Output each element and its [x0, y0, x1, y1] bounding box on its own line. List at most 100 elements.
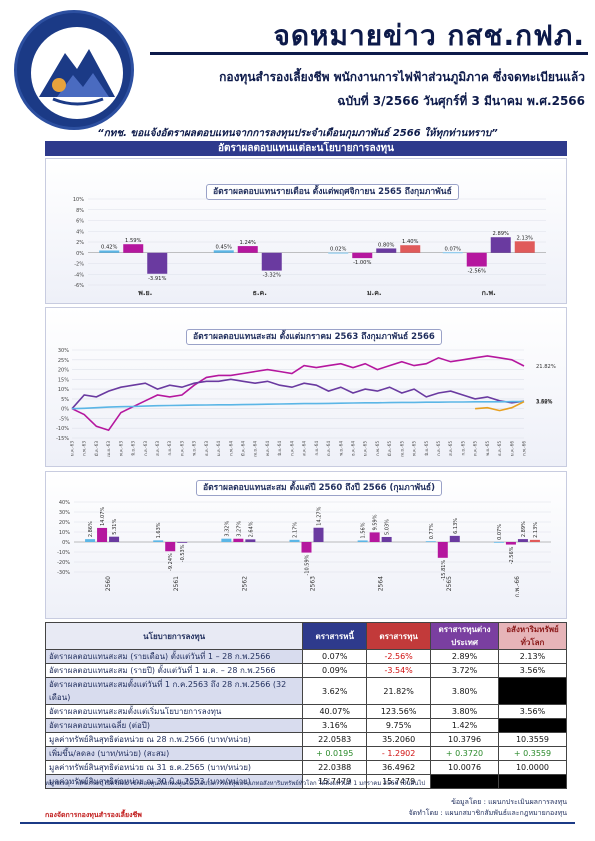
series-line [71, 378, 525, 410]
data-label: 3.32% [224, 521, 230, 537]
bar [369, 532, 380, 542]
header-equity: ตราสารทุน [366, 622, 432, 650]
bar [221, 538, 232, 542]
table-row: อัตราผลตอบแทนสะสมตั้งแต่วันที่ 1 ก.ค.256… [44, 677, 568, 705]
empty-cell [497, 774, 568, 789]
y-tick-label: -10% [57, 550, 70, 556]
x-tick-label: ม.ค.-63 [70, 441, 75, 456]
category-label: ธ.ค. [253, 289, 267, 297]
x-tick-label: ธ.ค.-65 [497, 441, 502, 456]
cell: 0.09% [302, 663, 368, 678]
table-row: อัตราผลตอบแทนเฉลี่ย (ต่อปี) 3.16% 9.75% … [44, 718, 568, 733]
x-tick-label: มี.ค.-65 [387, 441, 392, 457]
series-line [71, 400, 524, 410]
y-tick-label: 20% [59, 520, 70, 526]
bar [425, 541, 436, 543]
x-tick-label: มิ.ย.-65 [424, 441, 429, 456]
row-label: มูลค่าทรัพย์สินสุทธิต่อหน่วย ณ 30 มิ.ย.2… [44, 774, 304, 789]
end-label: 3.80% [536, 399, 553, 405]
section-header: อัตราผลตอบแทนแต่ละนโยบายการลงทุน [45, 141, 567, 156]
data-credit: ข้อมูลโดย : แผนกประเมินผลการลงทุน [451, 798, 567, 806]
data-label: -10.59% [305, 554, 311, 575]
cell: 3.80% [430, 677, 499, 705]
mountain-logo-icon [31, 27, 123, 119]
data-label: 2.17% [293, 522, 299, 538]
cell: + 0.0195 [302, 746, 368, 761]
data-label: 14.07% [100, 507, 106, 526]
x-tick-label: มี.ค.-63 [94, 441, 99, 457]
data-label: 2.89% [521, 521, 527, 537]
data-label: 14.27% [317, 506, 323, 525]
monthly-returns-panel: อัตราผลตอบแทนรายเดือน ตั้งแต่พฤศจิกายน 2… [45, 158, 567, 304]
bar [153, 540, 164, 542]
newsletter-title: จดหมายข่าว กสช.กฟภ. [273, 19, 585, 52]
bar [466, 252, 487, 267]
y-tick-label: -15% [56, 436, 69, 442]
bar [261, 252, 282, 271]
title-divider [150, 52, 588, 55]
y-tick-label: -10% [56, 426, 69, 432]
y-tick-label: -4% [74, 272, 84, 278]
y-tick-label: 6% [76, 219, 84, 225]
monthly-returns-chart: 10% 8% 6% 4% 2% 0% -2% -4% -6% 0.42% 1.59% -3.91% พ.… [73, 197, 546, 297]
cell: 22.0388 [302, 760, 368, 775]
cell: 36.4962 [366, 760, 432, 775]
x-tick-label: พ.ย.-63 [192, 441, 197, 456]
header-foreign-equity: ตราสารทุนต่างประเทศ [430, 622, 499, 650]
cell: - 1.2902 [366, 746, 432, 761]
cell: 3.56% [497, 704, 568, 719]
cell: 3.56% [497, 663, 568, 678]
data-label: 1.40% [402, 239, 419, 245]
category-label: ก.พ.-66 [514, 576, 521, 597]
bar [301, 542, 312, 553]
cell: 3.16% [302, 718, 368, 733]
x-tick-label: ก.ค.-65 [436, 441, 441, 456]
data-label: 2.89% [493, 231, 510, 237]
x-tick-label: พ.ค.-63 [118, 441, 123, 456]
performance-table: นโยบายการลงทุน ตราสารหนี้ ตราสารทุน ตราส… [44, 622, 568, 789]
data-label: 1.24% [240, 240, 257, 246]
series-line [475, 400, 525, 412]
y-tick-label: 0% [62, 540, 70, 546]
y-tick-label: 30% [58, 348, 69, 354]
x-tick-label: ม.ค.-65 [363, 441, 368, 456]
bar [123, 244, 144, 253]
x-tick-label: ส.ค.-65 [448, 441, 453, 456]
cell: 0.07% [302, 649, 368, 664]
series-line [71, 355, 525, 432]
y-tick-label: -30% [57, 570, 70, 576]
bar [109, 536, 120, 542]
cell: + 0.3720 [430, 746, 499, 761]
y-tick-label: 40% [59, 500, 70, 506]
bar [517, 539, 528, 542]
bar [376, 248, 397, 253]
chart-title: อัตราผลตอบแทนสะสม ตั้งแต่ปี 2560 ถึงปี 2… [196, 480, 442, 496]
cell: 10.0076 [430, 760, 499, 775]
data-label: 5.03% [385, 519, 391, 535]
table-row: มูลค่าทรัพย์สินสุทธิต่อหน่วย ณ 30 มิ.ย.2… [44, 774, 568, 789]
bar [400, 245, 421, 253]
table-row: อัตราผลตอบแทนสะสม (รายปี) ตั้งแต่วันที่ … [44, 663, 568, 678]
data-label: 2.13% [533, 522, 539, 538]
y-tick-label: -2% [74, 262, 84, 268]
data-label: -9.24% [168, 553, 174, 571]
category-label: 2565 [446, 576, 453, 591]
x-tick-label: ก.ย.-64 [314, 441, 319, 456]
category-label: พ.ย. [138, 289, 152, 297]
cumulative-line-panel: อัตราผลตอบแทนสะสม ตั้งแต่มกราคม 2563 ถึง… [45, 307, 567, 467]
cell: 3.80% [430, 704, 499, 719]
cell: -3.54% [366, 663, 432, 678]
x-tick-label: เม.ย.-64 [253, 441, 258, 457]
y-tick-label: 10% [59, 530, 70, 536]
cell: 2.13% [497, 649, 568, 664]
cell: 35.2060 [366, 732, 432, 747]
cell: 10.3796 [430, 732, 499, 747]
data-label: 1.59% [125, 238, 142, 244]
cell: 10.0000 [497, 760, 568, 775]
x-tick-label: ธ.ค.-64 [350, 441, 355, 456]
cell: 10.3559 [497, 732, 568, 747]
empty-cell [430, 774, 499, 789]
x-tick-label: ต.ค.-65 [473, 441, 478, 456]
data-label: -3.91% [148, 276, 166, 282]
row-label: อัตราผลตอบแทนสะสม (รายปี) ตั้งแต่วันที่ … [44, 663, 304, 678]
